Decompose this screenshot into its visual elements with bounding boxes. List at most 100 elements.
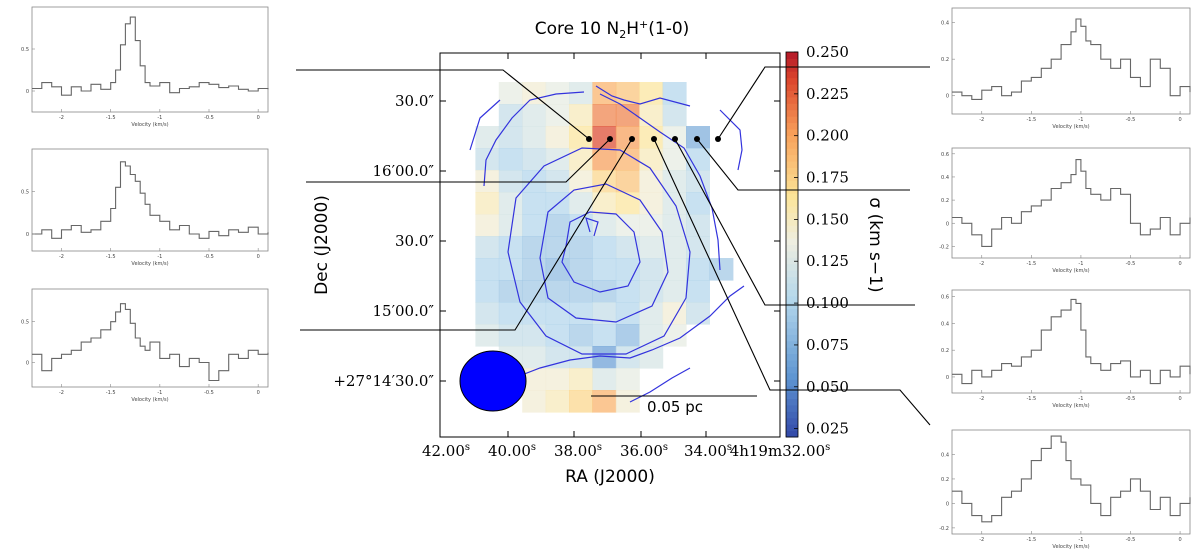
spectrum-y-tick: 0.2	[941, 198, 949, 204]
spectrum-x-tick: -0.5	[204, 390, 214, 396]
map-cell	[686, 302, 710, 325]
map-cell	[522, 324, 547, 347]
spectrum-panel-left-2: -2 -1.5 -1 -0.5 0 0 0.5 Velocity (km/s)	[21, 148, 269, 267]
map-cell	[475, 302, 500, 325]
spectrum-x-tick: 0	[257, 390, 260, 396]
map-cell	[662, 214, 687, 237]
map-cell	[569, 346, 593, 369]
map-cell	[615, 148, 640, 171]
spectrum-line	[32, 16, 269, 96]
spectrum-y-tick: 0	[26, 232, 29, 238]
spectrum-x-tick: -1.5	[1026, 396, 1036, 402]
map-cell	[475, 236, 500, 259]
map-cell	[615, 368, 640, 391]
spectrum-x-label: Velocity (km/s)	[1052, 268, 1089, 274]
map-cell	[475, 280, 500, 303]
spectrum-x-tick: -2	[59, 115, 64, 121]
colorbar-tick-label: 0.250	[806, 43, 849, 61]
map-cell	[498, 148, 523, 171]
map-cell	[686, 148, 710, 171]
spectrum-x-tick: -1.5	[1026, 537, 1036, 543]
contour-line	[595, 85, 691, 107]
map-cell	[475, 214, 500, 237]
spectrum-y-tick: 0.2	[941, 57, 949, 63]
map-cell	[592, 126, 617, 149]
spectrum-x-label: Velocity (km/s)	[1052, 544, 1089, 550]
contour-line	[599, 93, 721, 271]
spectrum-x-tick: -2	[979, 537, 984, 543]
x-tick-label: 42.00s	[422, 442, 470, 460]
map-cell	[522, 148, 547, 171]
spectrum-line	[952, 298, 1191, 385]
map-cell	[569, 302, 593, 325]
spectrum-x-tick: -2	[59, 390, 64, 396]
spectrum-panel-right-2: -2 -1.5 -1 -0.5 0 -0.2 0 0.2 0.4 0.6 Velocity (km/…	[939, 147, 1191, 274]
x-tick-label: 36.00s	[620, 442, 668, 460]
contour-line	[585, 217, 599, 237]
map-cell	[592, 192, 617, 215]
map-cell	[615, 126, 640, 149]
map-cell	[498, 324, 523, 347]
spectrum-y-tick: -0.2	[939, 244, 949, 250]
connector-lines	[296, 66, 931, 426]
x-tick-label: 34.00s	[684, 442, 732, 460]
map-cell	[639, 170, 664, 193]
spectrum-panel-right-3: -2 -1.5 -1 -0.5 0 0 0.2 0.4 0.6 Velocity (km/s)	[941, 289, 1191, 409]
spectrum-x-tick: -2	[59, 254, 64, 260]
spectrum-x-tick: -1	[157, 115, 162, 121]
spectrum-y-tick: 0.4	[941, 321, 949, 327]
map-cell	[569, 236, 593, 259]
spectrum-x-tick: -1.5	[106, 390, 116, 396]
map-cell	[475, 192, 500, 215]
map-cell	[662, 280, 687, 303]
spectrum-x-tick: -1	[157, 254, 162, 260]
spectrum-x-label: Velocity (km/s)	[131, 122, 168, 128]
map-cell	[662, 236, 687, 259]
map-cell	[569, 280, 593, 303]
connector-line	[696, 138, 910, 191]
map-cell	[498, 104, 523, 127]
spectrum-x-tick: -1.5	[1026, 117, 1036, 123]
spectrum-y-tick: 0	[26, 361, 29, 367]
spectrum-x-tick: -1	[157, 390, 162, 396]
spectrum-y-tick: 0.5	[21, 47, 29, 53]
map-cell	[569, 126, 593, 149]
y-tick-label: 30.0″	[395, 232, 434, 250]
spectrum-y-tick: 0	[26, 89, 29, 95]
map-cell	[662, 324, 687, 347]
map-cell	[569, 104, 593, 127]
map-cell	[522, 280, 547, 303]
map-cell	[522, 390, 547, 413]
x-tick-label: 40.00s	[488, 442, 536, 460]
map-cell	[569, 214, 593, 237]
map-cell	[686, 280, 710, 303]
spectrum-y-tick: 0.4	[941, 452, 949, 458]
spectrum-y-tick: 0	[946, 221, 949, 227]
map-cell	[615, 390, 640, 413]
map-cell	[522, 170, 547, 193]
y-tick-label: 15′00.0″	[373, 302, 435, 320]
spectrum-panel-left-3: -2 -1.5 -1 -0.5 0 0 0.5 Velocity (km/s)	[21, 288, 269, 403]
map-cell	[498, 302, 523, 325]
map-cell	[662, 104, 687, 127]
map-cell	[569, 170, 593, 193]
spectrum-line	[952, 18, 1191, 100]
map-cell	[615, 192, 640, 215]
contour-line	[539, 183, 669, 323]
map-cell	[545, 324, 570, 347]
map-cell	[662, 170, 687, 193]
spectrum-x-tick: -2	[979, 261, 984, 267]
spectrum-y-tick: -0.2	[939, 526, 949, 532]
map-cell	[522, 82, 547, 105]
colorbar-tick-label: 0.100	[806, 294, 849, 312]
colorbar-tick-label: 0.150	[806, 210, 849, 228]
connector-line	[674, 138, 915, 306]
map-cell	[686, 192, 710, 215]
spectrum-x-label: Velocity (km/s)	[131, 397, 168, 403]
spectrum-x-tick: -0.5	[204, 115, 214, 121]
map-cell	[639, 302, 664, 325]
spectrum-x-tick: 0	[1178, 396, 1181, 402]
map-cell	[569, 324, 593, 347]
spectrum-line	[952, 159, 1191, 247]
map-cell	[592, 302, 617, 325]
